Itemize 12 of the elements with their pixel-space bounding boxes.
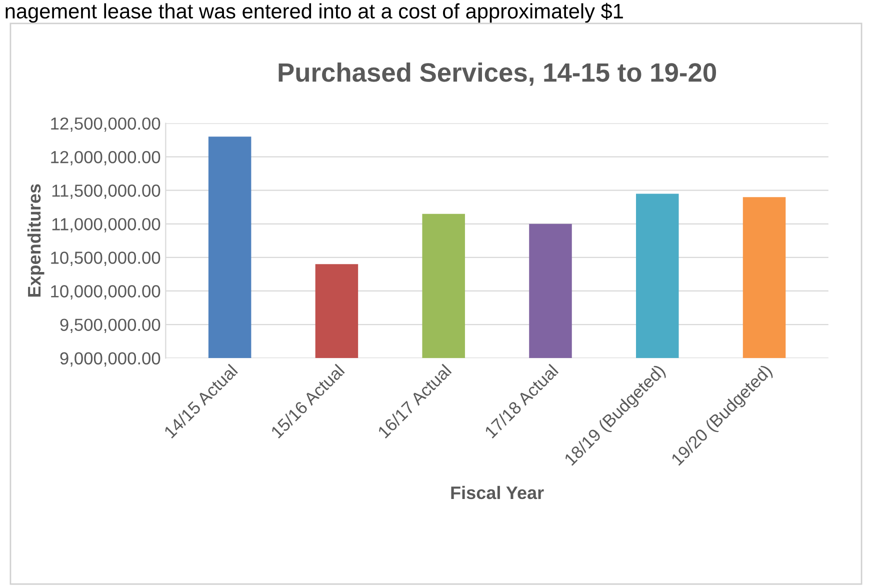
y-tick-label: 11,000,000.00 bbox=[52, 218, 160, 232]
y-tick-label: 11,500,000.00 bbox=[52, 184, 160, 199]
y-tick-label: 9,500,000.00 bbox=[60, 318, 160, 334]
y-tick-label: 10,000,000.00 bbox=[51, 285, 160, 300]
y-tick-label: 9,000,000.00 bbox=[60, 352, 160, 367]
x-axis-title: Fiscal Year bbox=[451, 486, 544, 500]
chart-title: Purchased Services, 14-15 to 19-20 bbox=[278, 62, 716, 86]
text: nagement lease that was entered into at a cost of approximately $1 bbox=[6, 2, 623, 23]
y-tick-label: 12,000,000.00 bbox=[51, 150, 160, 166]
y-tick-label: 12,500,000.00 bbox=[51, 117, 160, 132]
y-tick-label: 10,500,000.00 bbox=[51, 252, 160, 266]
y-axis-title: Expenditures bbox=[27, 184, 44, 297]
